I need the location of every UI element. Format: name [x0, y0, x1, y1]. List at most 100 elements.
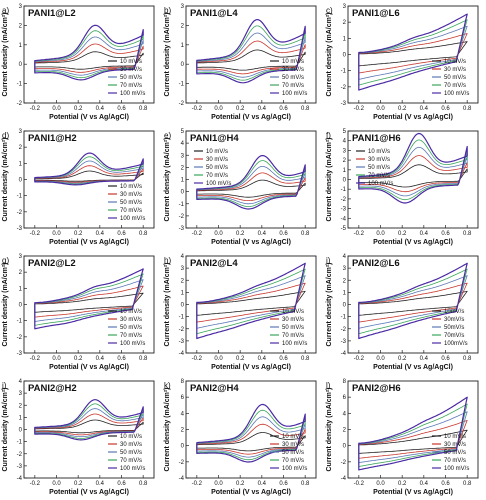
panel-pani1-at-l6: -0.2 0.0 0.2 0.4 0.6 0.8 -3 -2 -1 0 1 2 3 Potential (… — [326, 4, 479, 121]
x-tick-label: -0.2 — [30, 356, 41, 362]
x-tick-label: 0.0 — [52, 231, 61, 237]
x-tick-label: 0.6 — [279, 481, 288, 487]
panel-title: PANI2@H4 — [190, 383, 239, 394]
y-tick-label: 5 — [181, 129, 185, 135]
cv-curve-100mvs — [34, 268, 144, 330]
cv-curve-100mvs — [358, 262, 468, 340]
x-tick-label: 0.4 — [96, 231, 105, 237]
cv-curve-10mvs — [34, 170, 144, 182]
cv-curve-70mvs — [196, 268, 306, 335]
y-tick-label: -3 — [17, 226, 23, 232]
panel-title: PANI2@L4 — [190, 258, 238, 269]
y-tick-label: 2 — [343, 428, 347, 434]
y-tick-label: 2 — [343, 20, 347, 26]
y-tick-label: 6 — [181, 395, 185, 401]
cv-curve-100mvs — [34, 399, 144, 441]
legend-entry: 10 mV/s — [444, 434, 466, 440]
y-tick-label: -1 — [17, 194, 23, 200]
legend-entry: 100 mV/s — [120, 91, 145, 97]
x-tick-label: 0.0 — [376, 356, 385, 362]
panel-title: PANI2@L6 — [352, 258, 400, 269]
y-tick-label: 2 — [19, 145, 23, 151]
y-tick-label: 1 — [19, 161, 23, 167]
y-tick-label: 1 — [343, 36, 347, 42]
panel-pani2-at-h2: -0.2 0.0 0.2 0.4 0.6 0.8 -4 -3 -2 -1 0 1 2 3 4 Potentia… — [1, 379, 155, 496]
x-tick-label: 0.4 — [420, 106, 429, 112]
y-tick-label: 2 — [181, 165, 185, 171]
legend-entry: 70 mV/s — [120, 333, 142, 339]
y-tick-label: 1 — [343, 290, 347, 296]
cv-curve-10mvs — [34, 292, 144, 313]
y-tick-label: -4 — [341, 216, 347, 222]
y-tick-label: 2 — [181, 428, 185, 434]
x-tick-label: -0.2 — [30, 106, 41, 112]
legend-entry: 30 mV/s — [282, 67, 304, 73]
cv-curve-10mvs — [358, 41, 468, 67]
legend-entry: 30 mV/s — [282, 317, 304, 323]
y-tick-label: 3 — [343, 4, 347, 10]
x-tick-label: 0.6 — [117, 106, 126, 112]
x-tick-label: 0.8 — [463, 106, 472, 112]
legend-entry: 30 mV/s — [444, 442, 466, 448]
y-tick-label: 2 — [181, 278, 185, 284]
legend-entry: 100 mV/s — [368, 181, 393, 187]
y-tick-label: 0 — [343, 53, 347, 59]
x-tick-label: 0.0 — [52, 356, 61, 362]
panel-title: PANI1@H6 — [352, 133, 401, 144]
y-axis-label: Current density (mA/cm²) — [164, 262, 171, 346]
x-axis-label: Potential (V vs Ag/AgCl) — [211, 114, 291, 121]
panel-letter: i) — [326, 256, 331, 265]
x-tick-label: 0.4 — [258, 481, 267, 487]
x-tick-label: 0.2 — [236, 356, 245, 362]
cv-curve-10mvs — [196, 49, 306, 71]
y-tick-label: -5 — [341, 226, 347, 232]
y-tick-label: 0 — [181, 444, 185, 450]
legend-entry: 10 mV/s — [282, 309, 304, 315]
legend-entry: 30 mV/s — [120, 192, 142, 198]
y-tick-label: 2 — [19, 270, 23, 276]
y-tick-label: -3 — [179, 339, 185, 345]
cv-curve-100mvs — [358, 13, 468, 91]
x-tick-label: 0.6 — [441, 481, 450, 487]
x-tick-label: -0.2 — [192, 481, 203, 487]
y-tick-label: -3 — [17, 464, 23, 470]
panel-pani2-at-h6: -0.2 0.0 0.2 0.4 0.6 0.8 -4 -2 0 2 4 6 8 Potential (V… — [326, 379, 479, 496]
panel-letter: h) — [164, 256, 171, 265]
legend-entry: 10 mV/s — [368, 149, 390, 155]
panel-title: PANI2@H6 — [352, 383, 401, 394]
y-tick-label: 0 — [343, 303, 347, 309]
y-tick-label: -4 — [341, 351, 347, 357]
legend-entry: 100 mV/s — [282, 91, 307, 97]
panel-pani1-at-h6: -0.2 0.0 0.2 0.4 0.6 0.8 -5 -4 -3 -2 -1 0 1 2 3 4 5 Poten… — [326, 129, 479, 246]
legend-entry: 100 mV/s — [282, 341, 307, 347]
y-axis-label: Current density (mA/cm²) — [326, 262, 333, 346]
y-tick-label: -3 — [17, 351, 23, 357]
panel-pani2-at-l4: -0.2 0.0 0.2 0.4 0.6 0.8 -4 -3 -2 -1 0 1 2 3 4 Potentia… — [164, 254, 317, 371]
legend-entry: 70 mV/s — [282, 83, 304, 89]
x-tick-label: 0.2 — [74, 231, 83, 237]
x-tick-label: -0.2 — [354, 231, 365, 237]
x-axis-label: Potential (V vs Ag/AgCl) — [49, 114, 129, 121]
y-tick-label: 4 — [19, 379, 23, 385]
plot-frame — [23, 5, 155, 104]
y-axis-label: Current density (mA/cm²) — [164, 387, 171, 471]
x-tick-label: -0.2 — [354, 481, 365, 487]
y-tick-label: -1 — [179, 82, 185, 88]
x-axis-label: Potential (V vs Ag/AgCl) — [211, 489, 291, 496]
legend-entry: 30 mV/s — [368, 157, 390, 163]
y-tick-label: 2 — [19, 23, 23, 29]
panel-title: PANI1@L4 — [190, 8, 238, 19]
x-tick-label: 0.6 — [279, 231, 288, 237]
x-tick-label: 0.2 — [398, 231, 407, 237]
x-tick-label: 0.8 — [139, 356, 148, 362]
cv-curve-70mvs — [34, 273, 144, 326]
panel-letter: k) — [164, 381, 171, 390]
x-tick-label: 0.6 — [117, 481, 126, 487]
cv-curve-10mvs — [358, 290, 468, 316]
y-tick-label: 3 — [343, 266, 347, 272]
legend-entry: 50 mV/s — [206, 165, 228, 171]
y-tick-label: -2 — [179, 101, 185, 107]
y-tick-label: 5 — [343, 129, 347, 135]
legend-entry: 50 mV/s — [120, 75, 142, 81]
x-tick-label: -0.2 — [30, 481, 41, 487]
